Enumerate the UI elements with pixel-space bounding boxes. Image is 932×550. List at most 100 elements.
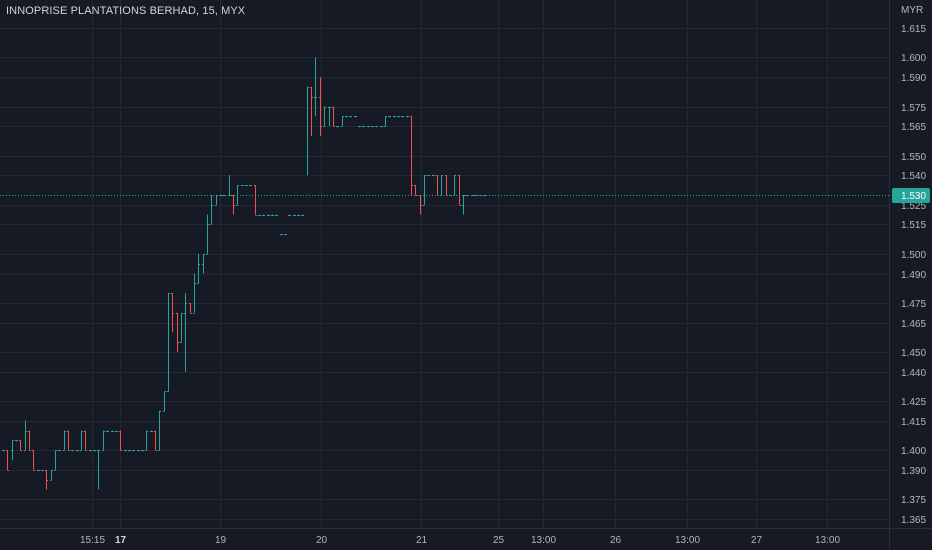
ohlc-bar — [197, 253, 200, 284]
ohlc-bar — [267, 214, 270, 216]
ohlc-bar — [440, 175, 443, 196]
price-tick-label: 1.565 — [901, 122, 926, 133]
ohlc-bar — [341, 116, 344, 127]
time-axis[interactable]: 15:15 17 19 20 21 25 13:00 26 13:00 27 13:00 — [80, 535, 840, 546]
ohlc-bar — [406, 116, 409, 118]
ohlc-bar — [236, 185, 239, 206]
ohlc-bar — [41, 469, 44, 471]
ohlc-bar — [163, 391, 166, 412]
time-tick-label: 20 — [316, 535, 328, 546]
ohlc-bar — [76, 450, 79, 452]
grid-lines — [0, 0, 889, 528]
ohlc-bar — [171, 293, 174, 333]
ohlc-bar — [228, 175, 231, 196]
ohlc-bar — [106, 430, 109, 432]
ohlc-bar — [336, 126, 339, 128]
ohlc-bar — [284, 234, 287, 236]
ohlc-bar — [119, 430, 122, 451]
price-axis[interactable]: 1.615 1.600 1.590 1.575 1.565 1.550 1.540 1.525… — [901, 24, 926, 526]
ohlc-bar — [297, 214, 300, 216]
price-tick-label: 1.365 — [901, 515, 926, 526]
ohlc-bar — [137, 450, 140, 452]
ohlc-bar — [15, 440, 18, 442]
chart-title: INNOPRISE PLANTATIONS BERHAD, 15, MYX — [6, 5, 246, 17]
ohlc-bars — [2, 57, 487, 490]
ohlc-bar — [393, 116, 396, 118]
price-tick-label: 1.415 — [901, 417, 926, 428]
ohlc-bar — [301, 214, 304, 216]
currency-label: MYR — [901, 5, 924, 16]
ohlc-bar — [24, 420, 27, 451]
ohlc-bar — [380, 126, 383, 128]
ohlc-bar — [132, 450, 135, 452]
price-tick-label: 1.440 — [901, 368, 926, 379]
ohlc-bar — [254, 185, 257, 216]
ohlc-bar — [245, 185, 248, 187]
time-tick-label: 17 — [115, 535, 127, 546]
ohlc-bar — [93, 450, 96, 452]
ohlc-bar — [436, 175, 439, 196]
ohlc-bar — [180, 312, 183, 343]
time-tick-label: 15:15 — [80, 535, 105, 546]
ohlc-bar — [189, 302, 192, 314]
ohlc-bar — [58, 450, 61, 452]
price-tick-label: 1.475 — [901, 299, 926, 310]
ohlc-bar — [354, 116, 357, 118]
ohlc-bar — [384, 116, 387, 127]
time-tick-label: 27 — [751, 535, 763, 546]
price-tick-label: 1.490 — [901, 270, 926, 281]
ohlc-bar — [319, 77, 322, 137]
ohlc-bar — [332, 106, 335, 127]
ohlc-bar — [89, 450, 92, 452]
ohlc-bar — [37, 469, 40, 471]
time-tick-label: 13:00 — [815, 535, 840, 546]
ohlc-bar — [71, 450, 74, 452]
ohlc-bar — [458, 175, 461, 206]
time-tick-label: 19 — [215, 535, 227, 546]
ohlc-bar — [232, 194, 235, 215]
ohlc-bar — [375, 126, 378, 128]
ohlc-bar — [462, 194, 465, 215]
ohlc-bar — [63, 430, 66, 451]
price-tick-label: 1.540 — [901, 171, 926, 182]
time-tick-label: 13:00 — [531, 535, 556, 546]
ohlc-bar — [115, 430, 118, 432]
ohlc-bar — [280, 234, 283, 236]
ohlc-bar — [310, 86, 313, 137]
ohlc-bar — [45, 469, 48, 490]
ohlc-bar — [128, 450, 131, 452]
ohlc-bar — [154, 430, 157, 451]
time-tick-label: 21 — [416, 535, 428, 546]
ohlc-bar — [314, 57, 317, 117]
ohlc-bar — [423, 175, 426, 206]
ohlc-bar — [111, 430, 114, 432]
ohlc-bar — [150, 430, 153, 432]
price-tick-label: 1.425 — [901, 397, 926, 408]
ohlc-bar — [32, 450, 35, 471]
time-tick-label: 26 — [610, 535, 622, 546]
price-tick-label: 1.400 — [901, 446, 926, 457]
ohlc-bar — [306, 86, 309, 196]
price-tick-label: 1.465 — [901, 319, 926, 330]
ohlc-bar — [80, 430, 83, 451]
ohlc-bar — [445, 175, 448, 196]
ohlc-bar — [349, 116, 352, 118]
price-tick-label: 1.600 — [901, 53, 926, 64]
last-price-badge: 1.530 — [892, 188, 930, 203]
time-tick-label: 25 — [493, 535, 505, 546]
time-tick-label: 13:00 — [675, 535, 700, 546]
price-tick-label: 1.575 — [901, 103, 926, 114]
ohlc-bar — [84, 430, 87, 451]
ohlc-bar — [262, 214, 265, 216]
ohlc-bar — [275, 214, 278, 216]
ohlc-bar — [158, 410, 161, 451]
ohlc-bar — [410, 116, 413, 195]
ohlc-bar — [367, 126, 370, 128]
price-tick-label: 1.375 — [901, 495, 926, 506]
ohlc-bar — [323, 106, 326, 127]
price-tick-label: 1.450 — [901, 348, 926, 359]
ohlc-bar — [241, 185, 244, 187]
ohlc-bar — [271, 214, 274, 216]
